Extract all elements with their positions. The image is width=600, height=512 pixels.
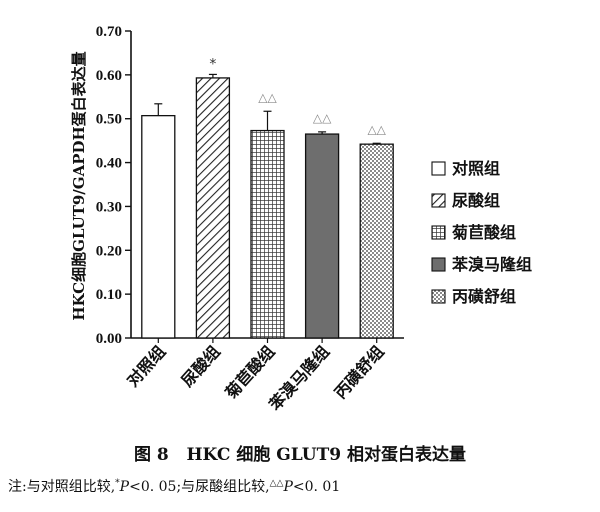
significance-mark: * <box>209 56 216 72</box>
note-triangles: △△ <box>269 478 284 489</box>
note-p-2: P <box>283 479 293 495</box>
bar <box>195 77 231 339</box>
y-tick-label: 0.30 <box>96 199 122 215</box>
y-tick-label: 0.60 <box>96 68 122 84</box>
y-tick-label: 0.20 <box>96 243 122 259</box>
note-threshold-1: <0. 05;与尿酸组比较, <box>129 479 270 495</box>
legend-label: 丙磺舒组 <box>452 287 516 306</box>
figure-caption: 图 8 HKC 细胞 GLUT9 相对蛋白表达量 <box>0 440 600 465</box>
legend-label: 对照组 <box>452 159 500 178</box>
y-tick-label: 0.40 <box>96 156 122 172</box>
y-tick-label: 0.10 <box>96 287 122 303</box>
y-axis-title: HKC细胞GLUT9/GAPDH蛋白表达量 <box>70 51 88 320</box>
bars: 对照组*尿酸组△△菊苣酸组△△苯溴马隆组△△丙磺舒组 <box>123 56 394 415</box>
note-p-1: P <box>119 479 130 495</box>
bar <box>141 114 176 339</box>
legend-swatch <box>431 161 446 176</box>
legend-swatch <box>431 289 446 304</box>
x-tick-label: 丙磺舒组 <box>331 342 388 402</box>
axes: 0.00 0.10 0.20 0.30 0.40 0.50 0.60 0.70 <box>96 24 404 347</box>
note-star: * <box>115 478 120 489</box>
caption-label: 图 8 <box>133 445 169 465</box>
x-tick-label: 尿酸组 <box>178 342 224 390</box>
bar <box>250 129 285 339</box>
legend-swatch <box>431 193 446 208</box>
note-prefix: 注:与对照组比较, <box>8 479 116 495</box>
significance-mark: △△ <box>258 90 277 104</box>
legend-swatch <box>431 225 446 240</box>
significance-mark: △△ <box>313 111 332 125</box>
significance-mark: △△ <box>367 122 386 136</box>
bar-chart: 0.00 0.10 0.20 0.30 0.40 0.50 0.60 0.70 对照组 * 尿酸组… <box>70 24 532 415</box>
bar <box>304 133 340 339</box>
x-tick-label: 菊苣酸组 <box>222 342 279 402</box>
x-tick-label: 对照组 <box>123 342 169 390</box>
legend-swatch <box>431 257 446 272</box>
legend-label: 苯溴马隆组 <box>451 255 532 274</box>
y-tick-label: 0.70 <box>96 24 122 40</box>
caption-text: HKC 细胞 GLUT9 相对蛋白表达量 <box>186 445 467 465</box>
y-tick-label: 0.50 <box>96 112 122 128</box>
y-tick-label: 0.00 <box>96 331 122 347</box>
legend-label: 尿酸组 <box>452 191 500 210</box>
note-threshold-2: <0. 01 <box>292 479 341 495</box>
significance-note: 注:与对照组比较,*P<0. 05;与尿酸组比较,△△P<0. 01 <box>8 476 340 496</box>
bar <box>359 143 394 339</box>
legend-label: 菊苣酸组 <box>452 223 516 242</box>
